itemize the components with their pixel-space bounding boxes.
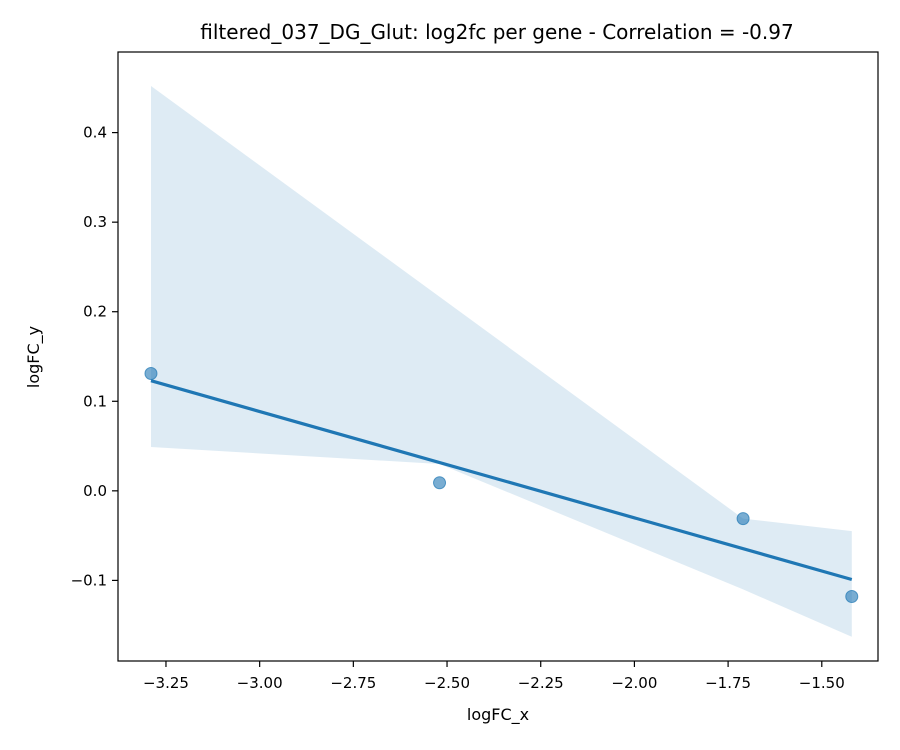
y-axis-label: logFC_y: [24, 326, 44, 388]
regression-line: [150, 379, 853, 582]
y-tick-label: −0.1: [71, 571, 107, 589]
y-axis: −0.1 0.0 0.1 0.2 0.3 0.4: [71, 124, 118, 589]
y-tick-label: 0.0: [83, 482, 107, 500]
x-tick-label: −2.75: [330, 674, 376, 692]
data-point: [845, 590, 859, 604]
x-tick-label: −3.00: [237, 674, 283, 692]
x-tick-label: −2.00: [611, 674, 657, 692]
data-point: [144, 367, 158, 381]
y-tick-label: 0.4: [83, 124, 107, 142]
x-axis: −3.25 −3.00 −2.75 −2.50 −2.25 −2.00 −1.75 −1.50: [143, 661, 845, 692]
y-tick-label: 0.1: [83, 392, 107, 410]
x-tick-label: −1.75: [705, 674, 751, 692]
y-tick-label: 0.2: [83, 303, 107, 321]
x-tick-label: −2.50: [424, 674, 470, 692]
confidence-band: [151, 86, 852, 637]
y-tick-label: 0.3: [83, 213, 107, 231]
plot-frame: [117, 51, 879, 662]
data-point: [736, 512, 750, 526]
x-axis-label: logFC_x: [467, 705, 529, 725]
plot-area: [144, 86, 859, 637]
x-tick-label: −1.50: [799, 674, 845, 692]
data-point: [433, 476, 447, 490]
chart-title: filtered_037_DG_Glut: log2fc per gene - …: [200, 20, 793, 44]
x-tick-label: −3.25: [143, 674, 189, 692]
x-tick-label: −2.25: [518, 674, 564, 692]
